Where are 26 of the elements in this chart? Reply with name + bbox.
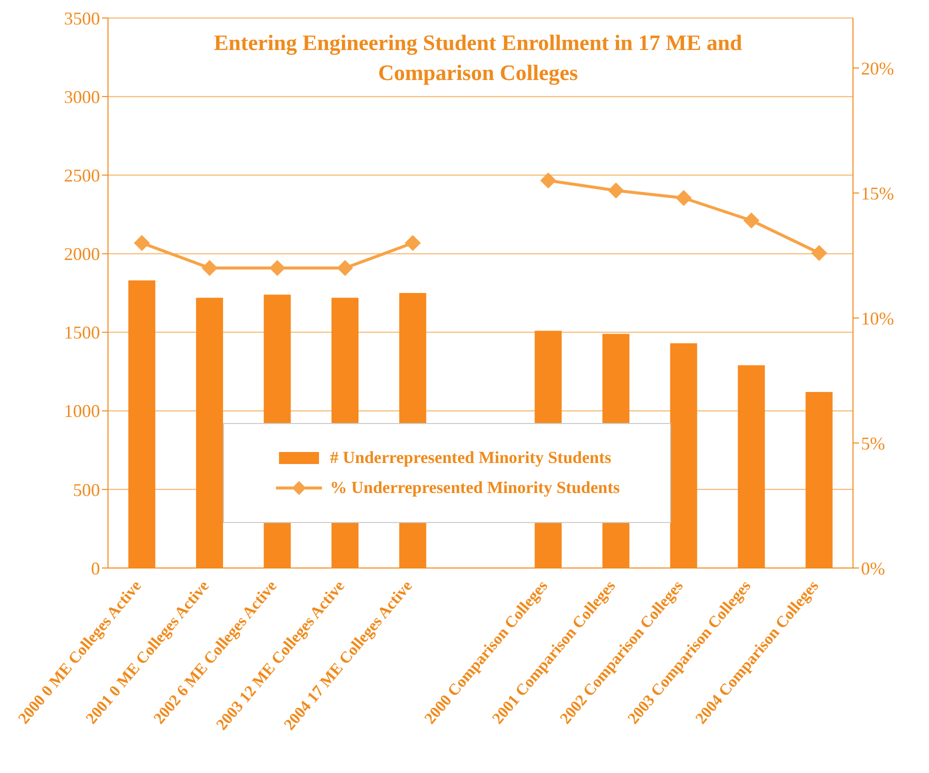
point bbox=[811, 245, 828, 261]
text: Entering Engineering Student Enrollment in 17 ME and Comparison Colleges bbox=[212, 29, 744, 87]
y-tick-label: 2000 bbox=[64, 244, 100, 264]
y2-tick-label: 15% bbox=[861, 183, 894, 204]
y-tick-label: 3500 bbox=[64, 8, 100, 28]
y-tick-label: 500 bbox=[73, 480, 100, 500]
point bbox=[404, 235, 421, 251]
point bbox=[202, 260, 218, 276]
point bbox=[608, 182, 624, 198]
point bbox=[337, 260, 354, 276]
y-tick-label: 2500 bbox=[64, 166, 100, 186]
point bbox=[269, 260, 286, 276]
y2-tick-label: 0% bbox=[861, 558, 885, 578]
point bbox=[743, 212, 760, 228]
y-tick-label: 0 bbox=[91, 558, 100, 578]
y-tick-label: 1000 bbox=[64, 401, 100, 422]
legend-label: % Underrepresented Minority Students bbox=[330, 478, 620, 498]
point bbox=[134, 235, 150, 251]
y2-tick-label: 20% bbox=[861, 58, 894, 78]
legend-label: # Underrepresented Minority Students bbox=[330, 448, 612, 468]
y-tick-label: 3000 bbox=[64, 86, 100, 107]
y-tick-label: 1500 bbox=[64, 322, 100, 343]
point bbox=[676, 190, 692, 206]
y2-tick-label: 10% bbox=[861, 308, 894, 328]
point bbox=[540, 172, 556, 188]
y2-tick-label: 5% bbox=[861, 433, 885, 454]
